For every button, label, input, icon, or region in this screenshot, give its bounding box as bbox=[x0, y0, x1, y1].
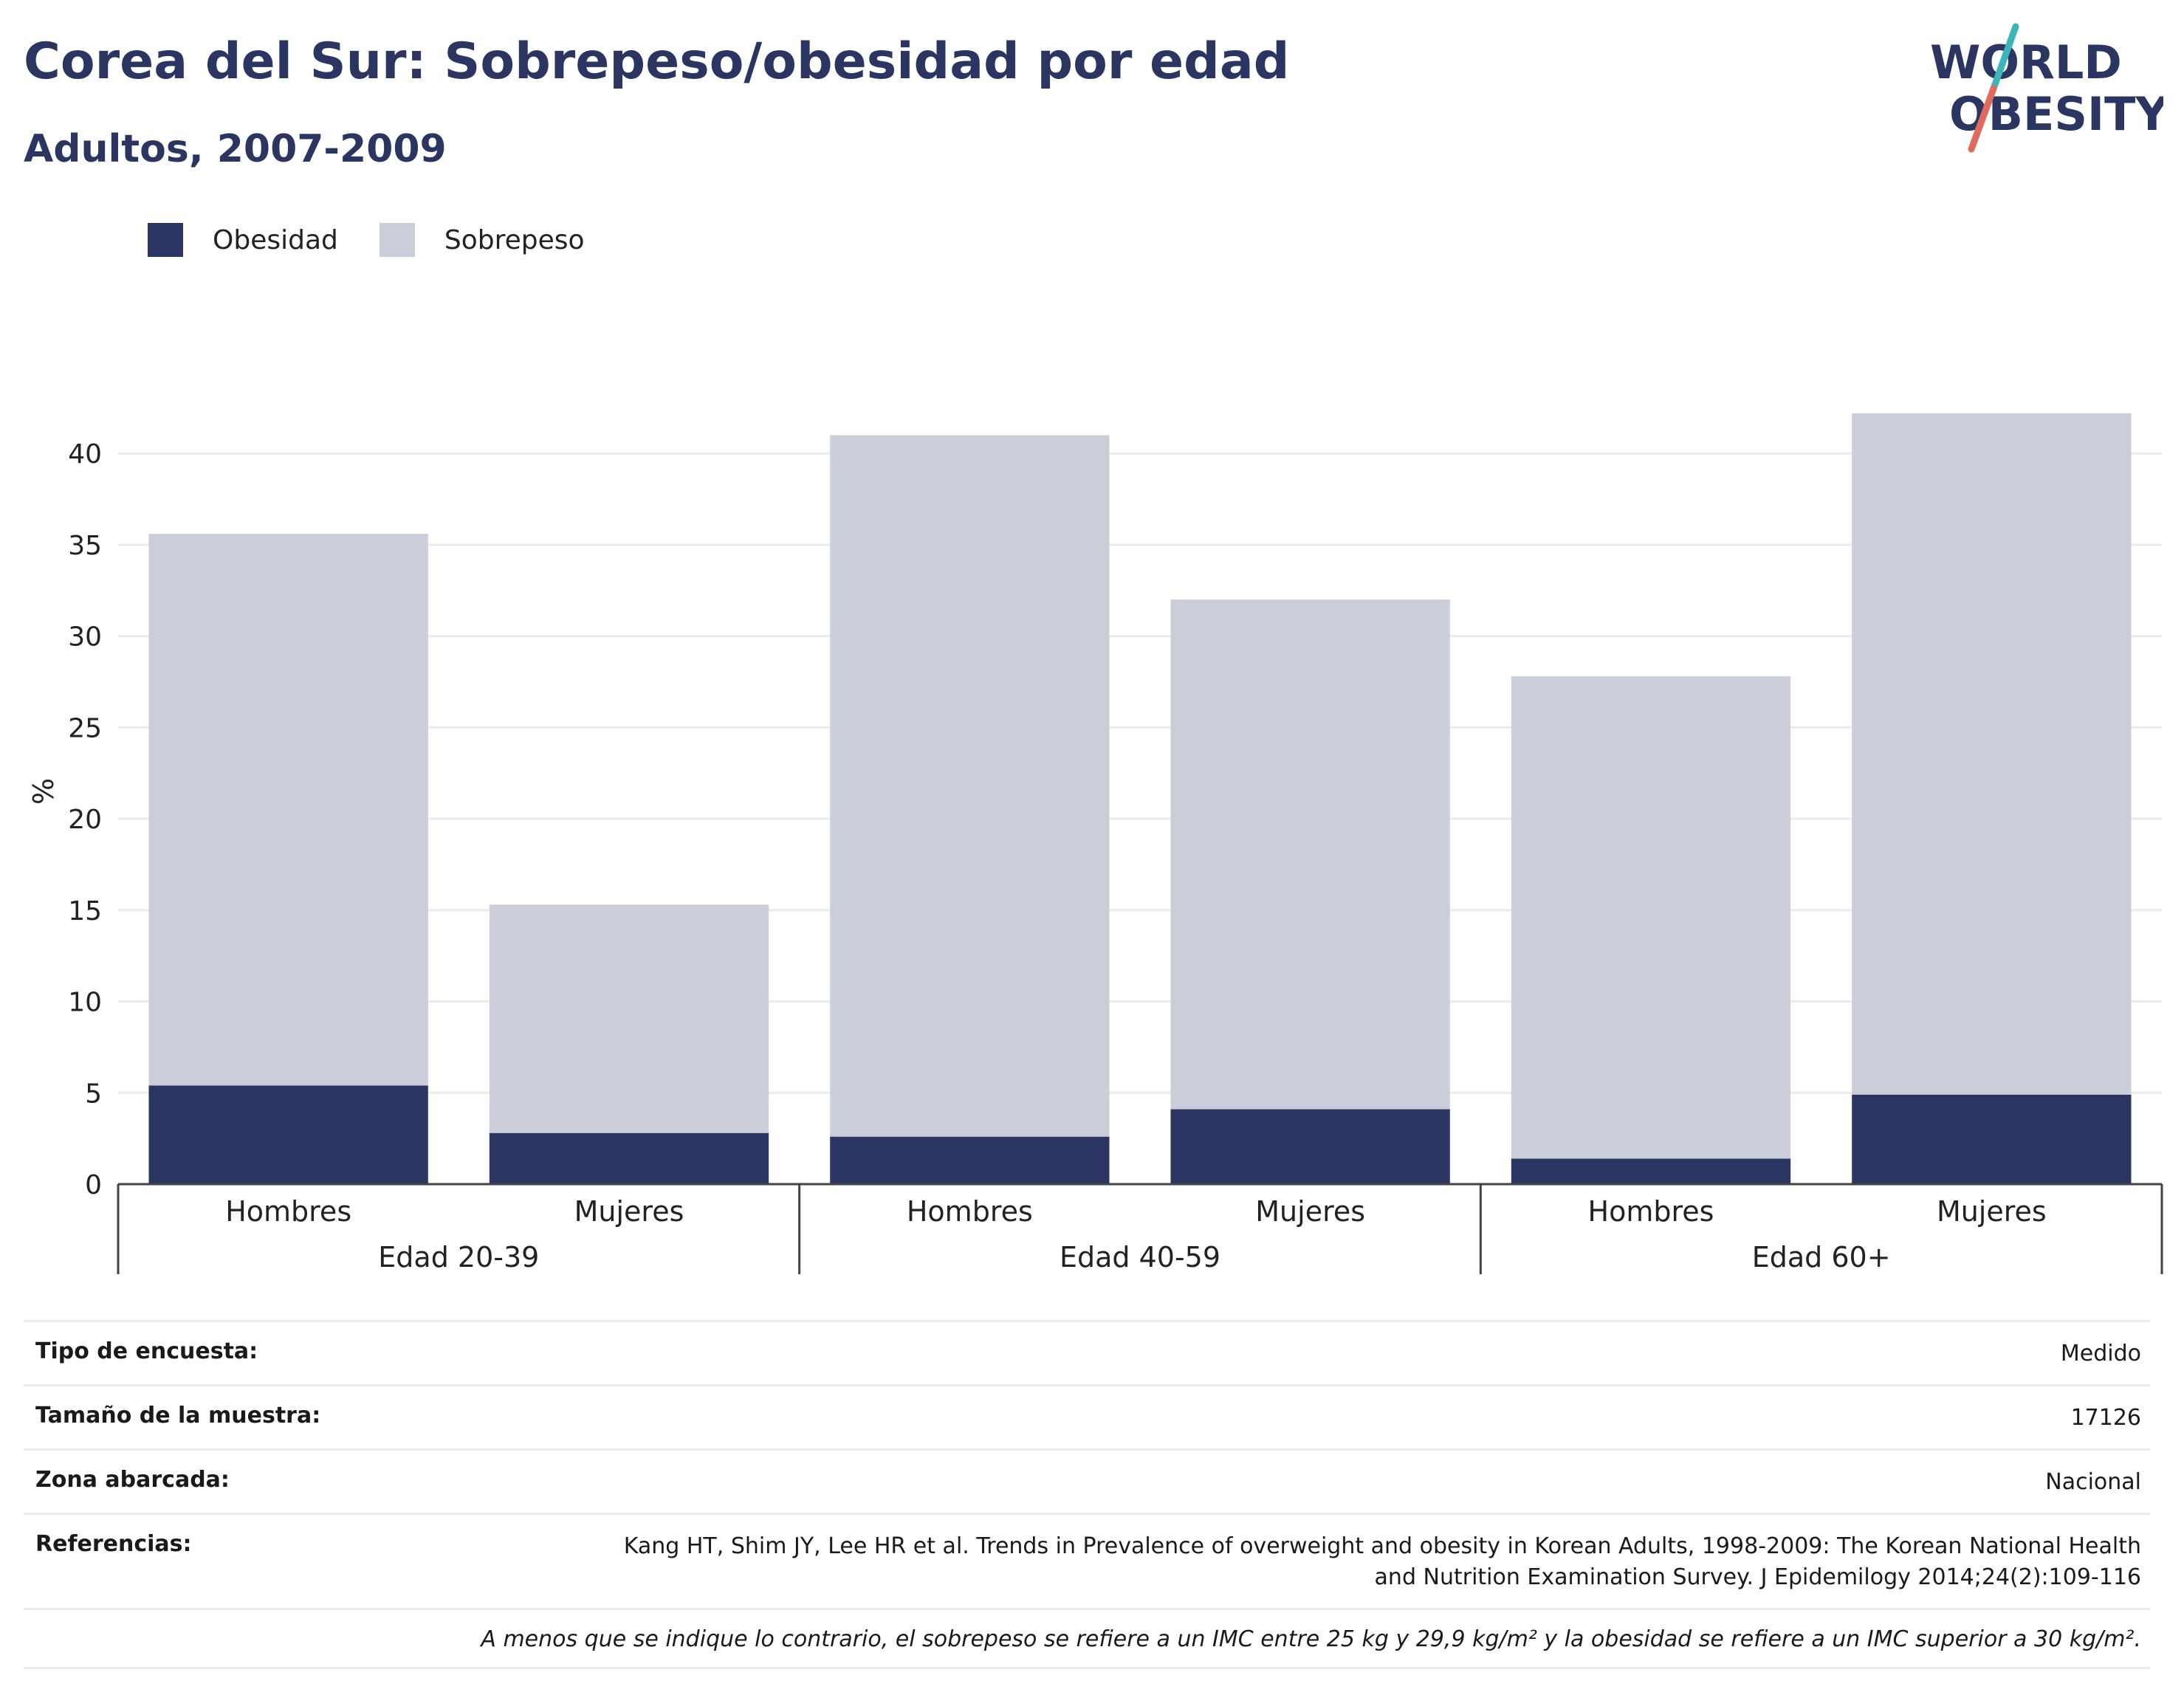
world-obesity-logo: WORLD OBESITY bbox=[1930, 23, 2163, 153]
x-group-label: Edad 60+ bbox=[1752, 1241, 1891, 1273]
y-tick-label: 0 bbox=[85, 1170, 102, 1200]
definition-note: A menos que se indique lo contrario, el … bbox=[481, 1626, 2141, 1652]
survey-type-label: Tipo de encuesta: bbox=[35, 1338, 258, 1364]
meta-row-area: Zona abarcada: Nacional bbox=[24, 1448, 2150, 1513]
y-tick-label: 20 bbox=[68, 805, 102, 835]
bar-obesity-4 bbox=[1511, 1158, 1791, 1184]
survey-info-table: Tipo de encuesta: Medido Tamaño de la mu… bbox=[24, 1320, 2150, 1669]
sample-size-label: Tamaño de la muestra: bbox=[35, 1403, 321, 1428]
legend-swatch-overweight bbox=[379, 223, 415, 257]
x-category-label: Hombres bbox=[1588, 1195, 1714, 1228]
bar-obesity-3 bbox=[1170, 1109, 1450, 1184]
legend: Obesidad Sobrepeso bbox=[148, 221, 626, 258]
stacked-bar-chart: 0 5 10 15 20 25 30 35 40% Hombres Mujeres Hombres Mu… bbox=[27, 413, 2163, 1274]
y-tick-label: 10 bbox=[68, 988, 102, 1018]
meta-row-references: Referencias: Kang HT, Shim JY, Lee HR et… bbox=[24, 1513, 2150, 1608]
area-label: Zona abarcada: bbox=[35, 1467, 230, 1493]
meta-row-survey-type: Tipo de encuesta: Medido bbox=[24, 1320, 2150, 1384]
chart-subtitle: Adultos, 2007-2009 bbox=[24, 127, 447, 171]
legend-label-overweight: Sobrepeso bbox=[444, 224, 585, 255]
x-group-label: Edad 40-59 bbox=[1060, 1241, 1220, 1273]
bar-overweight-2 bbox=[830, 435, 1110, 1137]
bar-obesity-1 bbox=[489, 1132, 769, 1184]
y-tick-label: 35 bbox=[68, 531, 102, 561]
bar-overweight-0 bbox=[148, 534, 428, 1086]
chart-title: Corea del Sur: Sobrepeso/obesidad por ed… bbox=[24, 32, 1290, 91]
y-tick-label: 5 bbox=[85, 1079, 102, 1109]
legend-item-overweight[interactable]: Sobrepeso bbox=[379, 223, 585, 257]
area-value: Nacional bbox=[2045, 1469, 2141, 1495]
x-category-label: Mujeres bbox=[1255, 1195, 1365, 1228]
legend-label-obesity: Obesidad bbox=[213, 224, 338, 255]
y-tick-label: 15 bbox=[68, 896, 102, 926]
bar-overweight-3 bbox=[1170, 599, 1450, 1110]
y-tick-label: 30 bbox=[68, 622, 102, 653]
logo-slash-bottom bbox=[1968, 85, 1997, 153]
x-category-label: Mujeres bbox=[574, 1195, 684, 1228]
y-tick-label: 40 bbox=[68, 439, 102, 470]
x-category-label: Hombres bbox=[225, 1195, 351, 1228]
bar-obesity-5 bbox=[1852, 1094, 2132, 1184]
logo-slash-top bbox=[1990, 23, 2019, 92]
x-category-label: Mujeres bbox=[1937, 1195, 2047, 1228]
y-tick-label: 25 bbox=[68, 713, 102, 743]
references-value: Kang HT, Shim JY, Lee HR et al. Trends i… bbox=[623, 1533, 2141, 1590]
x-group-label: Edad 20-39 bbox=[378, 1241, 539, 1273]
bar-overweight-5 bbox=[1852, 413, 2132, 1095]
bar-overweight-4 bbox=[1511, 676, 1791, 1159]
legend-swatch-obesity bbox=[148, 223, 183, 257]
legend-item-obesity[interactable]: Obesidad bbox=[148, 223, 338, 257]
sample-size-value: 17126 bbox=[2070, 1405, 2141, 1431]
survey-type-value: Medido bbox=[2060, 1341, 2141, 1366]
x-category-label: Hombres bbox=[907, 1195, 1033, 1228]
references-label: Referencias: bbox=[35, 1531, 192, 1557]
logo-text-line1: WORLD bbox=[1930, 35, 2122, 89]
y-axis-label: % bbox=[27, 778, 60, 805]
bar-overweight-1 bbox=[489, 904, 769, 1133]
meta-row-note: A menos que se indique lo contrario, el … bbox=[24, 1608, 2150, 1669]
meta-row-sample-size: Tamaño de la muestra: 17126 bbox=[24, 1384, 2150, 1448]
bar-obesity-2 bbox=[830, 1136, 1110, 1184]
bar-obesity-0 bbox=[148, 1085, 428, 1184]
